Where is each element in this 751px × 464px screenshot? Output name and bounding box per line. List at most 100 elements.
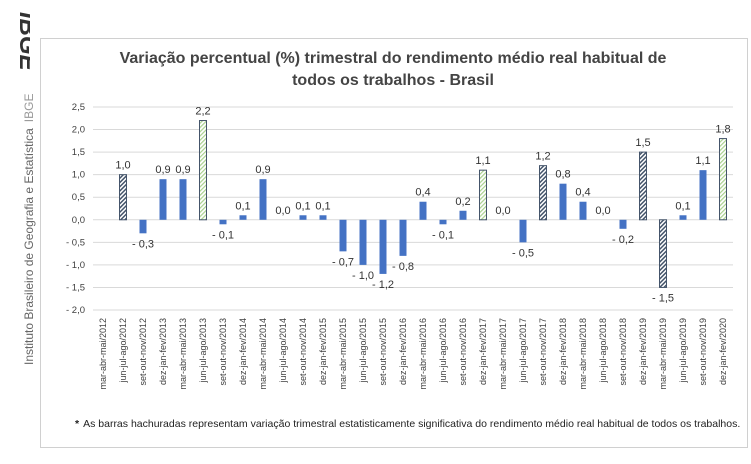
bar	[159, 179, 167, 220]
data-label: - 0,5	[512, 247, 534, 259]
x-tick-label: mar-abr-mai/2012	[98, 318, 108, 390]
x-tick-label: dez-jan-fev/2020	[718, 318, 728, 385]
chart-frame	[40, 38, 748, 448]
y-tick-label: - 2,0	[66, 305, 85, 316]
x-tick-label: set-out-nov/2013	[218, 318, 228, 386]
x-tick-label: mar-abr-mai/2014	[258, 318, 268, 390]
ibge-logo: IBGE	[14, 12, 30, 72]
bar	[479, 169, 487, 221]
data-label: - 0,8	[392, 261, 414, 273]
chart-title: Variação percentual (%) trimestral do re…	[40, 48, 746, 92]
data-label: 1,1	[475, 155, 490, 167]
data-label: 1,0	[115, 160, 130, 172]
bar	[519, 219, 527, 243]
bar	[359, 219, 367, 265]
data-label: - 0,2	[612, 234, 634, 246]
data-label: - 1,0	[352, 270, 374, 282]
x-tick-label: mar-abr-mai/2018	[578, 318, 588, 390]
x-tick-label: jun-jul-ago/2015	[358, 318, 368, 384]
x-tick-label: dez-jan-fev/2016	[398, 318, 408, 385]
data-label: 1,5	[635, 137, 650, 149]
bar	[539, 165, 547, 221]
data-label: - 0,7	[332, 256, 354, 268]
x-tick-label: set-out-nov/2012	[138, 318, 148, 386]
x-tick-label: mar-abr-mai/2013	[178, 318, 188, 390]
data-label: 1,2	[535, 151, 550, 163]
bar	[639, 151, 647, 221]
x-tick-label: set-out-nov/2016	[458, 318, 468, 386]
data-label: 0,1	[295, 200, 310, 212]
title-line-1: Variação percentual (%) trimestral do re…	[119, 50, 667, 67]
x-tick-label: set-out-nov/2014	[298, 318, 308, 386]
data-label: 0,1	[235, 200, 250, 212]
data-label: 1,1	[695, 155, 710, 167]
data-label: 0,9	[255, 164, 270, 176]
bar	[559, 183, 567, 220]
y-tick-label: 0,5	[72, 192, 85, 203]
x-tick-label: dez-jan-fev/2015	[318, 318, 328, 385]
bar	[459, 210, 467, 220]
x-tick-label: set-out-nov/2017	[538, 318, 548, 386]
data-label: 1,8	[715, 124, 730, 136]
data-label: 0,0	[595, 205, 610, 217]
bar	[679, 215, 687, 220]
bar	[239, 215, 247, 220]
svg-text:IBGE: IBGE	[14, 12, 30, 72]
bar	[619, 219, 627, 229]
data-label: 0,0	[275, 205, 290, 217]
x-tick-label: dez-jan-fev/2018	[558, 318, 568, 385]
y-tick-label: - 0,5	[66, 237, 85, 248]
x-tick-label: jun-jul-ago/2019	[678, 318, 688, 384]
x-tick-label: jun-jul-ago/2017	[518, 318, 528, 384]
y-tick-label: 2,0	[72, 125, 85, 136]
ibge-sidebar: IBGE Instituto Brasileiro de Geografia e…	[0, 0, 36, 464]
data-label: 0,0	[495, 205, 510, 217]
data-label: - 1,2	[372, 279, 394, 291]
title-line-2: todos os trabalhos - Brasil	[292, 72, 494, 89]
data-label: 2,2	[195, 106, 210, 118]
footnote-text: As barras hachuradas representam variaçã…	[83, 418, 741, 430]
x-tick-label: mar-abr-mai/2015	[338, 318, 348, 390]
bar	[319, 215, 327, 220]
data-label: 0,1	[675, 200, 690, 212]
x-tick-label: mar-abr-mai/2019	[658, 318, 668, 390]
y-tick-label: 1,0	[72, 170, 85, 181]
data-label: 0,4	[575, 187, 590, 199]
x-tick-label: set-out-nov/2019	[698, 318, 708, 386]
bar	[379, 219, 387, 274]
x-tick-label: jun-jul-ago/2016	[438, 318, 448, 384]
y-tick-label: - 1,5	[66, 282, 85, 293]
x-tick-label: mar-abr-mai/2017	[498, 318, 508, 390]
data-label: 0,9	[155, 164, 170, 176]
x-tick-label: dez-jan-fev/2019	[638, 318, 648, 385]
x-tick-label: dez-jan-fev/2014	[238, 318, 248, 385]
x-tick-label: jun-jul-ago/2013	[198, 318, 208, 384]
y-tick-label: 2,5	[72, 102, 85, 113]
bar	[119, 174, 127, 221]
y-tick-label: 1,5	[72, 147, 85, 158]
bar	[399, 219, 407, 256]
x-tick-label: jun-jul-ago/2018	[598, 318, 608, 384]
y-tick-label: - 1,0	[66, 260, 85, 271]
bar	[579, 201, 587, 220]
data-label: - 0,1	[212, 229, 234, 241]
bar	[719, 138, 727, 221]
bar	[339, 219, 347, 252]
footnote: * As barras hachuradas representam variaç…	[75, 418, 740, 430]
bar	[179, 179, 187, 220]
x-tick-label: mar-abr-mai/2016	[418, 318, 428, 390]
x-tick-label: dez-jan-fev/2013	[158, 318, 168, 385]
bar	[699, 170, 707, 220]
bar	[439, 219, 447, 225]
data-label: 0,8	[555, 169, 570, 181]
bar	[139, 219, 147, 234]
x-tick-label: jun-jul-ago/2014	[278, 318, 288, 384]
data-label: - 0,3	[132, 238, 154, 250]
x-tick-label: dez-jan-fev/2017	[478, 318, 488, 385]
bar	[259, 179, 267, 220]
bar	[419, 201, 427, 220]
footnote-marker: *	[75, 418, 80, 430]
data-label: - 0,1	[432, 229, 454, 241]
data-label: 0,2	[455, 196, 470, 208]
